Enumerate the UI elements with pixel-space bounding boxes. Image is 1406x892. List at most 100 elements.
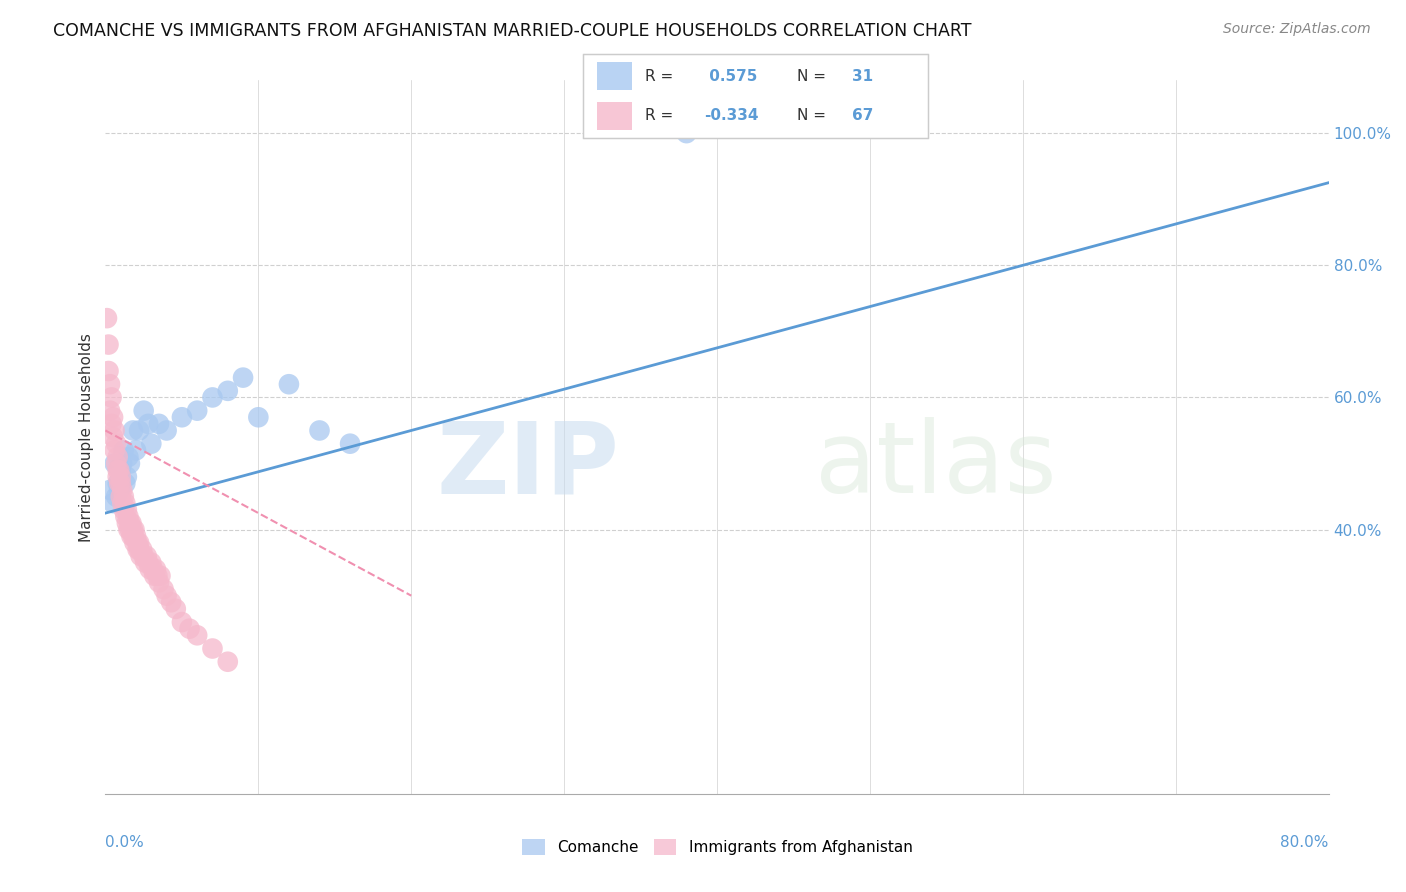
- Point: [675, 126, 697, 140]
- Point: [125, 529, 148, 543]
- Point: [97, 364, 120, 378]
- Text: N =: N =: [797, 108, 831, 123]
- Point: [101, 496, 124, 510]
- Point: [278, 377, 301, 392]
- Point: [148, 575, 170, 590]
- Point: [127, 536, 149, 550]
- Legend: Comanche, Immigrants from Afghanistan: Comanche, Immigrants from Afghanistan: [516, 833, 918, 861]
- Point: [128, 424, 150, 438]
- Point: [108, 476, 131, 491]
- Point: [111, 496, 134, 510]
- Point: [134, 556, 156, 570]
- Point: [179, 622, 201, 636]
- Point: [98, 377, 121, 392]
- Point: [155, 589, 177, 603]
- Point: [149, 569, 172, 583]
- Text: 67: 67: [852, 108, 873, 123]
- Point: [110, 463, 132, 477]
- Point: [112, 443, 135, 458]
- Point: [107, 476, 129, 491]
- Point: [170, 615, 193, 629]
- Text: 0.0%: 0.0%: [105, 836, 145, 850]
- Point: [118, 457, 141, 471]
- Point: [136, 556, 159, 570]
- Point: [201, 641, 224, 656]
- Point: [132, 549, 155, 563]
- Point: [308, 424, 330, 438]
- Point: [110, 490, 132, 504]
- Point: [143, 569, 166, 583]
- Point: [115, 502, 138, 516]
- Point: [111, 457, 134, 471]
- Point: [132, 403, 155, 417]
- Point: [124, 523, 146, 537]
- Text: ZIP: ZIP: [436, 417, 619, 514]
- Point: [117, 523, 139, 537]
- Point: [96, 311, 118, 326]
- Point: [129, 549, 152, 563]
- Point: [122, 523, 145, 537]
- Point: [97, 337, 120, 351]
- Point: [142, 562, 165, 576]
- Point: [118, 523, 141, 537]
- Point: [105, 490, 128, 504]
- Point: [155, 424, 177, 438]
- Point: [217, 384, 239, 398]
- Point: [105, 457, 128, 471]
- Point: [247, 410, 270, 425]
- Point: [114, 496, 136, 510]
- Point: [170, 410, 193, 425]
- Point: [120, 529, 142, 543]
- Point: [145, 562, 167, 576]
- Text: R =: R =: [645, 69, 679, 84]
- Point: [101, 410, 124, 425]
- Text: R =: R =: [645, 108, 679, 123]
- Point: [100, 417, 122, 431]
- Point: [146, 569, 169, 583]
- Point: [110, 469, 132, 483]
- Point: [100, 391, 122, 405]
- Point: [165, 602, 187, 616]
- Text: Source: ZipAtlas.com: Source: ZipAtlas.com: [1223, 22, 1371, 37]
- Text: -0.334: -0.334: [704, 108, 759, 123]
- Point: [186, 403, 208, 417]
- Y-axis label: Married-couple Households: Married-couple Households: [79, 333, 94, 541]
- Point: [101, 430, 124, 444]
- Point: [112, 490, 135, 504]
- Bar: [598, 102, 631, 130]
- Point: [128, 542, 150, 557]
- Point: [114, 509, 136, 524]
- Point: [339, 436, 361, 450]
- Text: atlas: atlas: [815, 417, 1056, 514]
- Point: [141, 556, 163, 570]
- Point: [104, 443, 127, 458]
- Point: [108, 483, 131, 497]
- Point: [104, 424, 127, 438]
- Point: [124, 536, 146, 550]
- Point: [105, 436, 128, 450]
- Point: [122, 529, 145, 543]
- Text: 31: 31: [852, 69, 873, 84]
- Point: [127, 542, 149, 557]
- Point: [148, 417, 170, 431]
- Point: [118, 516, 141, 530]
- Point: [141, 436, 163, 450]
- Point: [117, 509, 139, 524]
- Point: [201, 391, 224, 405]
- Point: [108, 463, 131, 477]
- Text: COMANCHE VS IMMIGRANTS FROM AFGHANISTAN MARRIED-COUPLE HOUSEHOLDS CORRELATION CH: COMANCHE VS IMMIGRANTS FROM AFGHANISTAN …: [53, 22, 972, 40]
- Point: [131, 542, 153, 557]
- Point: [115, 469, 138, 483]
- Point: [160, 595, 183, 609]
- Point: [136, 417, 159, 431]
- Point: [114, 476, 136, 491]
- Point: [139, 562, 162, 576]
- Point: [120, 516, 142, 530]
- Point: [122, 424, 145, 438]
- Point: [186, 628, 208, 642]
- Bar: [598, 62, 631, 90]
- Point: [115, 516, 138, 530]
- Text: N =: N =: [797, 69, 831, 84]
- Text: 80.0%: 80.0%: [1281, 836, 1329, 850]
- Point: [111, 483, 134, 497]
